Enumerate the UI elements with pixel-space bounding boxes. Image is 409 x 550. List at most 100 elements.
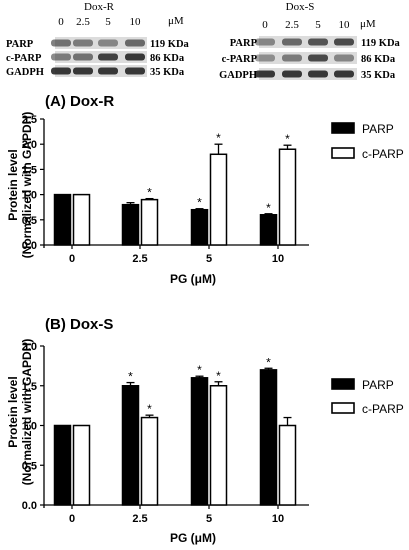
legend-swatch [331, 402, 355, 414]
bar-parp [259, 369, 278, 506]
blot-dox-s: Dox-S μM 0 2.5 5 10 PARP 119 KDa c-PARP 86 KDa G… [219, 1, 400, 81]
blot-band [334, 70, 354, 78]
y-axis-label-line1: Protein level [6, 149, 20, 220]
blot-band [308, 70, 328, 78]
significance-marker: * [128, 370, 133, 384]
legend-swatch [331, 378, 355, 390]
legend-label: PARP [362, 122, 394, 136]
x-axis-label: PG (μM) [170, 531, 216, 545]
blot-row-label: GADPH [219, 70, 257, 81]
blot-band [255, 70, 275, 78]
significance-marker: * [147, 186, 152, 200]
bar-c-parp [209, 385, 228, 506]
blot-band [51, 53, 71, 61]
bar-c-parp [278, 148, 297, 246]
bar-parp [53, 193, 72, 246]
blot-band [73, 67, 93, 75]
blot-size-label: 86 KDa [361, 54, 396, 65]
chart-title: (A) Dox-R [45, 93, 114, 110]
y-axis-label-line2: (Normalized with GAPDH) [20, 339, 34, 486]
y-tick-label: 0.5 [22, 215, 37, 227]
blot-band [98, 53, 118, 61]
blot-band [282, 54, 302, 62]
bar-parp [190, 208, 209, 246]
blot-band [51, 67, 71, 75]
x-tick-label: 0 [69, 253, 75, 265]
blot-row-label: GADPH [6, 67, 44, 78]
blot-title: Dox-S [286, 1, 315, 13]
blot-size-label: 119 KDa [361, 38, 401, 49]
significance-marker: * [197, 196, 202, 210]
y-tick-label: 0.0 [22, 240, 37, 252]
blot-band [125, 67, 145, 75]
blot-band [308, 54, 328, 62]
significance-marker: * [266, 201, 271, 215]
blot-row-label: c-PARP [222, 54, 258, 65]
significance-marker: * [285, 132, 290, 146]
blot-size-label: 35 KDa [361, 70, 396, 81]
lane-label: 0 [58, 16, 64, 28]
blot-band [255, 54, 275, 62]
blot-size-label: 119 KDa [150, 39, 190, 50]
y-tick-label: 2.0 [22, 341, 37, 353]
significance-marker: * [266, 355, 271, 369]
bar-c-parp [72, 424, 91, 506]
blot-row-label: PARP [230, 38, 258, 49]
bar-c-parp [209, 153, 228, 246]
y-tick-label: 1.0 [22, 421, 37, 433]
lane-label: 2.5 [76, 16, 90, 28]
blot-band [98, 67, 118, 75]
blot-band [282, 38, 302, 46]
blot-band [334, 54, 354, 62]
blot-band [125, 39, 145, 47]
bar-c-parp [278, 424, 297, 506]
legend-swatch [331, 122, 355, 134]
lane-label: 5 [315, 19, 321, 31]
blot-size-label: 86 KDa [150, 53, 185, 64]
bar-parp [259, 214, 278, 246]
blot-unit: μM [168, 15, 184, 27]
blot-band [73, 53, 93, 61]
lane-label: 10 [130, 16, 142, 28]
x-tick-label: 5 [206, 253, 212, 265]
y-tick-label: 0.5 [22, 460, 37, 472]
bar-parp [190, 377, 209, 506]
lane-label: 0 [262, 19, 268, 31]
chart-dox-s: (B) Dox-S Protein level (Normalized with… [6, 316, 404, 545]
bar-c-parp [140, 416, 159, 506]
blot-band [98, 39, 118, 47]
blot-band [308, 38, 328, 46]
y-axis-label-line1: Protein level [6, 376, 20, 447]
lane-label: 10 [339, 19, 351, 31]
bar-c-parp [72, 193, 91, 246]
blot-band [255, 38, 275, 46]
y-tick-label: 2.5 [22, 114, 37, 126]
blot-band [125, 53, 145, 61]
y-tick-label: 1.5 [22, 164, 37, 176]
blot-band [282, 70, 302, 78]
significance-marker: * [197, 363, 202, 377]
blot-row-label: c-PARP [6, 53, 42, 64]
x-tick-label: 2.5 [132, 253, 147, 265]
blot-dox-r: Dox-R μM 0 2.5 5 10 PARP 119 KDa c-PARP 86 KDa G… [6, 1, 190, 78]
significance-marker: * [216, 131, 221, 145]
blot-band [51, 39, 71, 47]
blot-row-label: PARP [6, 39, 34, 50]
x-tick-label: 10 [272, 513, 284, 525]
y-tick-label: 2.0 [22, 139, 37, 151]
blot-band [334, 38, 354, 46]
significance-marker: * [147, 402, 152, 416]
chart-dox-r: (A) Dox-R Protein level (Normalized with… [6, 93, 404, 286]
bar-parp [121, 385, 140, 506]
legend-label: PARP [362, 378, 394, 392]
significance-marker: * [216, 369, 221, 383]
x-tick-label: 0 [69, 513, 75, 525]
x-tick-label: 5 [206, 513, 212, 525]
legend-label: c-PARP [362, 147, 404, 161]
blot-size-label: 35 KDa [150, 67, 185, 78]
chart-title: (B) Dox-S [45, 316, 113, 333]
blot-band [73, 39, 93, 47]
legend-swatch [331, 147, 355, 159]
x-tick-label: 2.5 [132, 513, 147, 525]
